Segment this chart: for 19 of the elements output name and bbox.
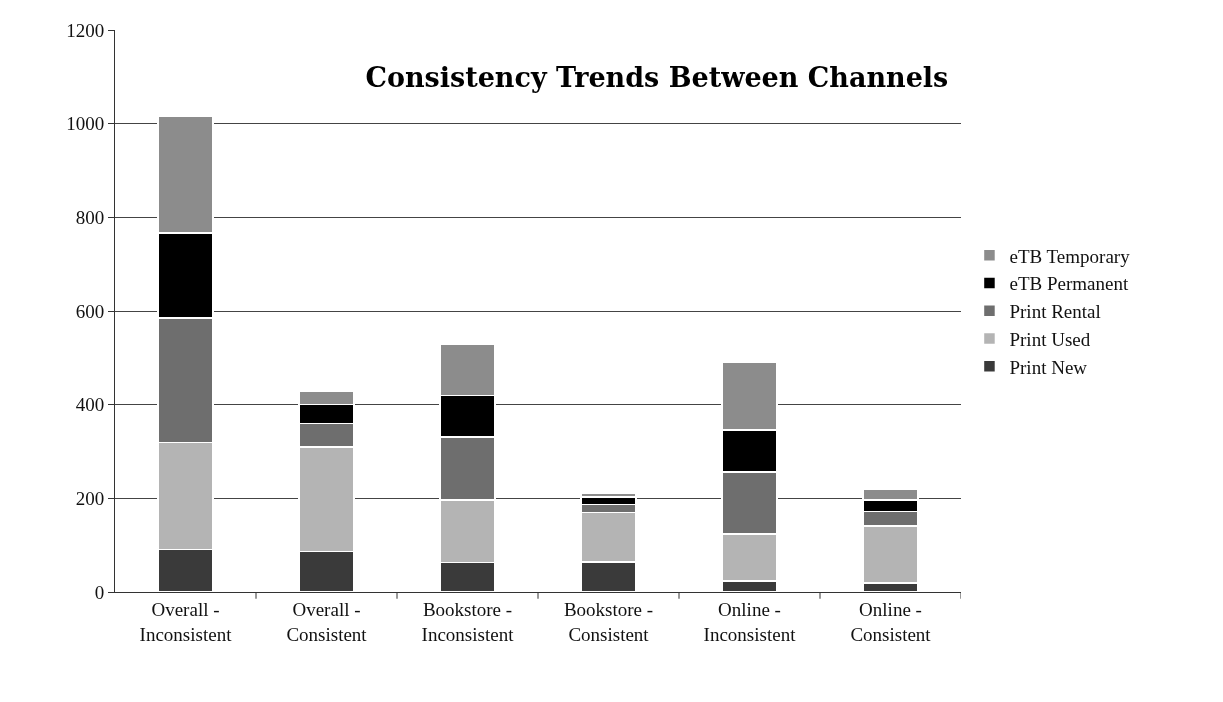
x-tick-label: Overall - Inconsistent xyxy=(139,598,233,645)
x-tick-label: Overall - Consistent xyxy=(286,598,368,645)
text: Consistency Trends Between Channels xyxy=(365,61,949,93)
x-tick-label: Bookstore - Consistent xyxy=(563,598,654,645)
y-tick-label: 1000 xyxy=(66,113,105,135)
legend-label: Print New xyxy=(1009,356,1088,378)
legend-label: eTB Permanent xyxy=(1009,273,1129,295)
y-tick-label: 200 xyxy=(75,487,105,509)
y-tick-label: 0 xyxy=(94,581,105,603)
legend-label: eTB Temporary xyxy=(1009,245,1131,267)
x-tick-label: Online - Inconsistent xyxy=(703,598,797,645)
y-tick-label: 1200 xyxy=(66,19,105,41)
x-tick-label: Bookstore - Inconsistent xyxy=(421,598,515,645)
y-tick-label: 600 xyxy=(75,300,105,322)
legend-label: Print Used xyxy=(1009,328,1091,350)
x-tick-label: Online - Consistent xyxy=(850,598,932,645)
y-tick-label: 400 xyxy=(75,394,105,416)
y-tick-label: 800 xyxy=(75,206,105,228)
legend-label: Print Rental xyxy=(1009,301,1101,323)
